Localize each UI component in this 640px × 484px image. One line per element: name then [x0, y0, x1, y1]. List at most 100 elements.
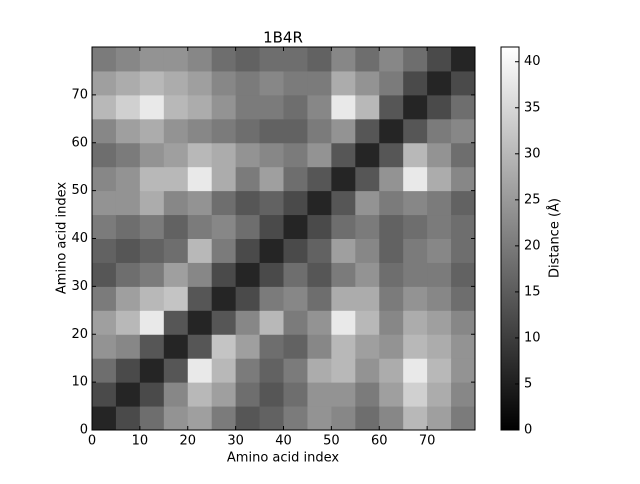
- heatmap-cell: [259, 94, 284, 120]
- heatmap-cell: [235, 406, 261, 431]
- heatmap-cell: [92, 142, 117, 168]
- heatmap-cell: [92, 382, 117, 407]
- heatmap-cell: [211, 406, 237, 431]
- heatmap-cell: [163, 382, 189, 407]
- heatmap-cell: [259, 262, 284, 287]
- heatmap-cell: [92, 262, 117, 287]
- heatmap-cell: [451, 358, 476, 383]
- heatmap-cell: [451, 286, 476, 311]
- heatmap-cell: [307, 334, 332, 359]
- heatmap-cell: [163, 358, 189, 383]
- heatmap-cell: [92, 166, 117, 192]
- heatmap-cell: [283, 406, 308, 431]
- heatmap-cell: [355, 70, 380, 96]
- heatmap-cell: [427, 70, 452, 96]
- heatmap-cell: [235, 382, 261, 407]
- heatmap-cell: [187, 190, 213, 216]
- heatmap-cell: [259, 310, 284, 335]
- heatmap-cell: [211, 358, 237, 383]
- colorbar-tick-label: 40: [524, 54, 541, 69]
- heatmap-cell: [379, 238, 404, 263]
- heatmap-cell: [331, 166, 356, 192]
- heatmap-cell: [379, 406, 404, 431]
- heatmap-cell: [331, 286, 356, 311]
- heatmap-cell: [235, 118, 261, 144]
- heatmap-cell: [331, 334, 356, 359]
- heatmap-cell: [115, 70, 141, 96]
- heatmap-cell: [403, 214, 428, 239]
- heatmap-cell: [331, 262, 356, 287]
- heatmap-cell: [403, 70, 428, 96]
- heatmap-cell: [139, 190, 165, 216]
- heatmap-cell: [379, 214, 404, 239]
- heatmap-cell: [187, 382, 213, 407]
- heatmap-cell: [235, 166, 261, 192]
- heatmap-cell: [139, 47, 165, 72]
- chart-title: 1B4R: [263, 29, 303, 47]
- heatmap-cell: [235, 70, 261, 96]
- heatmap-cell: [379, 334, 404, 359]
- heatmap-cell: [355, 286, 380, 311]
- heatmap-cell: [355, 94, 380, 120]
- heatmap-cell: [355, 214, 380, 239]
- heatmap-cell: [187, 286, 213, 311]
- heatmap-cell: [427, 214, 452, 239]
- heatmap-cell: [451, 190, 476, 216]
- heatmap-cell: [139, 238, 165, 263]
- heatmap-cell: [259, 118, 284, 144]
- y-tick-label: 0: [80, 423, 88, 438]
- heatmap-cell: [187, 334, 213, 359]
- heatmap-cell: [283, 238, 308, 263]
- heatmap-cell: [283, 310, 308, 335]
- heatmap-cell: [115, 166, 141, 192]
- heatmap-cell: [139, 70, 165, 96]
- heatmap-cell: [235, 94, 261, 120]
- heatmap-cell: [403, 310, 428, 335]
- heatmap-cell: [403, 94, 428, 120]
- heatmap-cell: [187, 262, 213, 287]
- heatmap-cell: [259, 214, 284, 239]
- heatmap-cell: [355, 358, 380, 383]
- heatmap-cell: [211, 47, 237, 72]
- heatmap-cell: [235, 214, 261, 239]
- heatmap-cell: [115, 358, 141, 383]
- heatmap-cell: [211, 190, 237, 216]
- heatmap-cell: [92, 214, 117, 239]
- heatmap-cell: [307, 70, 332, 96]
- heatmap-cell: [331, 238, 356, 263]
- heatmap-cell: [379, 47, 404, 72]
- heatmap-cell: [163, 94, 189, 120]
- heatmap-cell: [451, 118, 476, 144]
- heatmap-cell: [451, 334, 476, 359]
- heatmap-cell: [92, 190, 117, 216]
- heatmap-cell: [92, 70, 117, 96]
- heatmap-cell: [92, 334, 117, 359]
- colorbar-tick-label: 10: [524, 330, 541, 345]
- heatmap-cell: [403, 358, 428, 383]
- heatmap-cell: [115, 310, 141, 335]
- heatmap-cell: [187, 310, 213, 335]
- heatmap-cell: [115, 262, 141, 287]
- heatmap-cell: [235, 190, 261, 216]
- heatmap-cell: [331, 70, 356, 96]
- heatmap-cell: [427, 310, 452, 335]
- x-tick-label: 70: [419, 434, 436, 449]
- heatmap-cell: [92, 94, 117, 120]
- heatmap-cell: [259, 406, 284, 431]
- heatmap-cell: [379, 190, 404, 216]
- heatmap-cell: [379, 70, 404, 96]
- heatmap-cell: [259, 286, 284, 311]
- heatmap-cell: [283, 190, 308, 216]
- heatmap-cell: [427, 358, 452, 383]
- heatmap-cell: [259, 358, 284, 383]
- heatmap-cell: [283, 382, 308, 407]
- heatmap-cell: [92, 310, 117, 335]
- heatmap-cell: [163, 262, 189, 287]
- heatmap-cell: [427, 238, 452, 263]
- heatmap-cell: [163, 190, 189, 216]
- heatmap-cell: [187, 70, 213, 96]
- heatmap-cell: [427, 118, 452, 144]
- heatmap-cell: [283, 262, 308, 287]
- x-tick-label: 0: [88, 434, 96, 449]
- heatmap-cell: [355, 142, 380, 168]
